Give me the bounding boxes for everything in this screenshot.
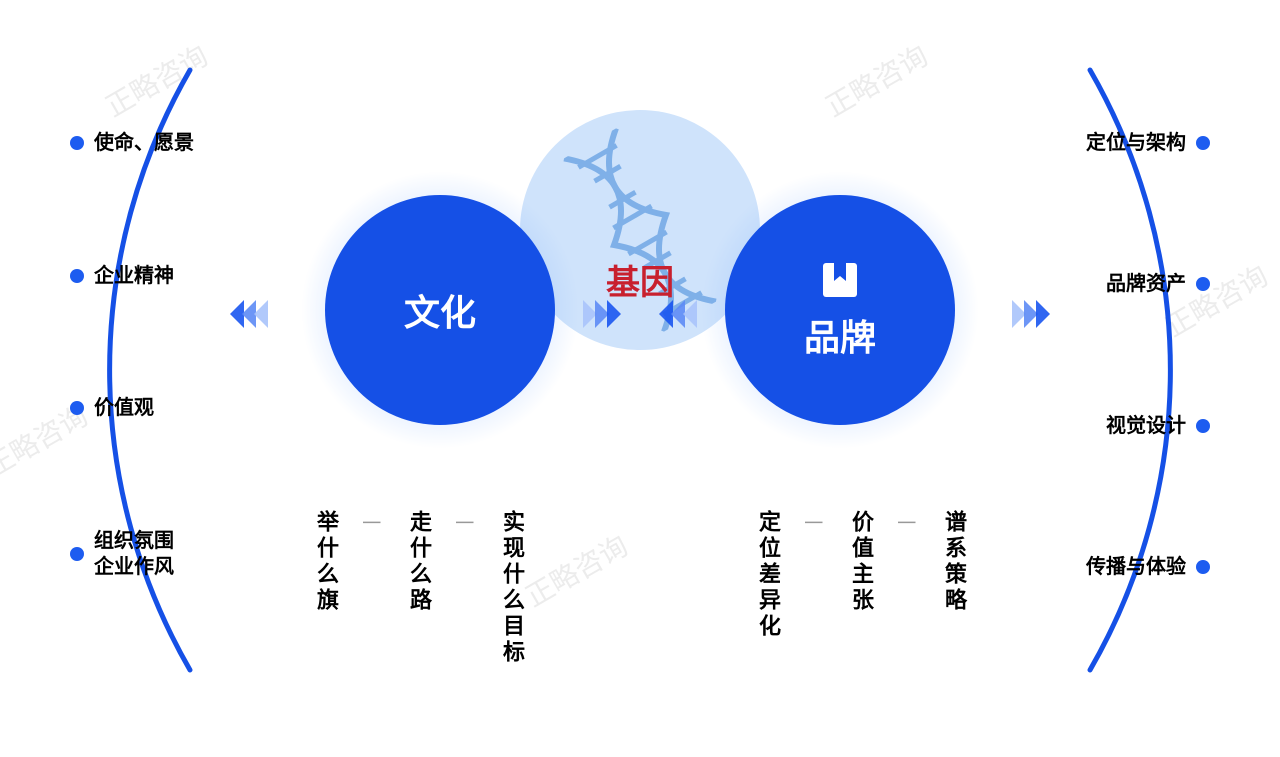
bullet-dot-icon (1196, 277, 1210, 291)
brand-label: 品牌 (804, 309, 876, 361)
bullet-dot-icon (1196, 419, 1210, 433)
chevrons-out-right (1014, 300, 1050, 328)
bullet-item: 定位与架构 (1086, 130, 1220, 156)
brand-circle: 品牌 (725, 195, 955, 425)
chevron-icon (1036, 300, 1050, 328)
vcol-sep: | (362, 510, 383, 525)
chevron-icon (607, 300, 621, 328)
bullet-dot-icon (70, 136, 84, 150)
bullet-item: 传播与体验 (1086, 554, 1220, 580)
right-bullets: 定位与架构 品牌资产 视觉设计 传播与体验 (1086, 130, 1220, 580)
bullet-text: 视觉设计 (1106, 413, 1186, 439)
chevrons-out-left (230, 300, 266, 328)
culture-subitems: 举什么旗 | 走什么路 | 实现什么目标 (310, 510, 528, 666)
bullet-text: 组织氛围 企业作风 (94, 528, 174, 580)
culture-label: 文化 (404, 284, 476, 336)
bullet-dot-icon (1196, 560, 1210, 574)
vcol-sep: | (455, 510, 476, 525)
bullet-text: 使命、愿景 (94, 130, 194, 156)
bullet-text: 定位与架构 (1086, 130, 1186, 156)
vcol-sep: | (804, 510, 825, 525)
vcol-sep: | (897, 510, 918, 525)
bullet-text: 企业精神 (94, 263, 174, 289)
chevron-icon (683, 300, 697, 328)
diagram-container: 正略咨询 正略咨询 正略咨询 正略咨询 正略咨询 正略咨询 使命、愿景 企业精神… (0, 0, 1280, 757)
vcol-text: 走什么路 (403, 510, 435, 614)
bullet-item: 品牌资产 (1086, 271, 1220, 297)
bullet-text: 传播与体验 (1086, 554, 1186, 580)
vcol-text: 实现什么目标 (496, 510, 528, 666)
bullet-dot-icon (1196, 136, 1210, 150)
vcol-text: 举什么旗 (310, 510, 342, 614)
vcol-text: 价值主张 (845, 510, 877, 614)
gene-label: 基因 (606, 255, 674, 304)
bullet-item: 组织氛围 企业作风 (60, 528, 194, 580)
bullet-item: 价值观 (60, 395, 194, 421)
bullet-text: 价值观 (94, 395, 154, 421)
culture-circle-wrap: 文化 (300, 170, 580, 450)
chevrons-in-right (659, 300, 695, 328)
brand-subitems: 定位差异化 | 价值主张 | 谱系策略 (752, 510, 970, 640)
bullet-dot-icon (70, 547, 84, 561)
chevron-icon (254, 300, 268, 328)
bullet-item: 视觉设计 (1086, 413, 1220, 439)
culture-circle: 文化 (325, 195, 555, 425)
bullet-dot-icon (70, 269, 84, 283)
vcol-text: 谱系策略 (938, 510, 970, 614)
bullet-text: 品牌资产 (1106, 271, 1186, 297)
chevrons-in-left (585, 300, 621, 328)
vcol-text: 定位差异化 (752, 510, 784, 640)
watermark: 正略咨询 (518, 525, 635, 616)
bookmark-icon (819, 259, 861, 301)
left-bullets: 使命、愿景 企业精神 价值观 组织氛围 企业作风 (60, 130, 194, 580)
bullet-item: 企业精神 (60, 263, 194, 289)
bullet-item: 使命、愿景 (60, 130, 194, 156)
watermark: 正略咨询 (818, 35, 935, 126)
bullet-dot-icon (70, 401, 84, 415)
brand-circle-wrap: 品牌 (700, 170, 980, 450)
